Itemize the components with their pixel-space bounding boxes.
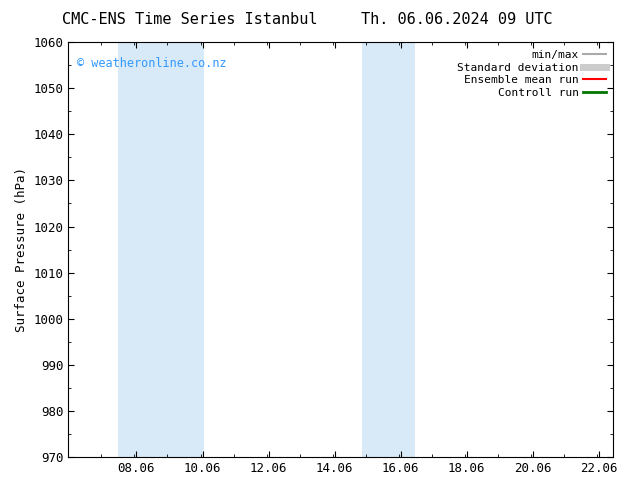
Text: © weatheronline.co.nz: © weatheronline.co.nz xyxy=(77,56,226,70)
Text: CMC-ENS Time Series Istanbul: CMC-ENS Time Series Istanbul xyxy=(63,12,318,27)
Y-axis label: Surface Pressure (hPa): Surface Pressure (hPa) xyxy=(15,167,28,332)
Bar xyxy=(118,42,204,457)
Bar xyxy=(363,42,415,457)
Legend: min/max, Standard deviation, Ensemble mean run, Controll run: min/max, Standard deviation, Ensemble me… xyxy=(455,48,608,100)
Text: Th. 06.06.2024 09 UTC: Th. 06.06.2024 09 UTC xyxy=(361,12,552,27)
